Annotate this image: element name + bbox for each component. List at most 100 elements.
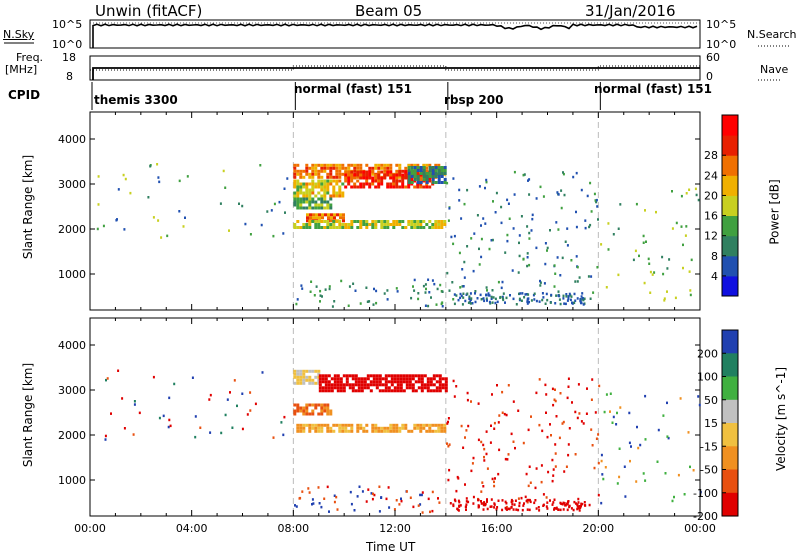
- region-cell-0-5: [377, 220, 381, 223]
- scatter-point-0-3: [685, 192, 688, 195]
- region-cell-0-6: [431, 166, 435, 169]
- scatter-point-0-0: [117, 188, 120, 191]
- region-cell-0-0: [317, 163, 321, 167]
- nsky-panel: [89, 19, 701, 49]
- scatter-point-0-2: [459, 296, 462, 300]
- region-cell-0-5: [443, 220, 447, 223]
- scatter-point-1-2: [465, 508, 467, 511]
- scatter-point-1-2: [572, 508, 575, 512]
- scatter-point-1-4: [365, 500, 368, 503]
- region-cell-0-0: [371, 172, 375, 176]
- scatter-point-1-2: [542, 504, 545, 507]
- region-cell-0-2: [335, 191, 339, 195]
- region-cell-1-1: [408, 380, 412, 384]
- scatter-point-1-4: [378, 485, 381, 488]
- scatter-point-1-1: [551, 387, 554, 391]
- scatter-point-0-2: [568, 292, 571, 296]
- scatter-point-0-2: [453, 293, 456, 296]
- region-cell-1-1: [405, 380, 409, 384]
- region-cell-1-3: [311, 426, 315, 430]
- scatter-point-0-4: [427, 304, 430, 308]
- region-cell-0-0: [332, 175, 336, 179]
- scatter-point-0-3: [607, 248, 610, 251]
- scatter-point-0-1: [560, 206, 563, 210]
- region-cell-0-0: [437, 163, 441, 167]
- region-cell-1-1: [441, 386, 445, 390]
- scatter-point-0-4: [427, 278, 430, 281]
- region-cell-0-1: [386, 173, 390, 177]
- scatter-point-0-2: [554, 302, 557, 305]
- scatter-point-1-1: [505, 413, 508, 417]
- scatter-point-1-1: [522, 441, 525, 445]
- region-cell-0-3: [296, 197, 300, 201]
- region-cell-0-1: [377, 173, 381, 177]
- scatter-point-0-2: [582, 303, 585, 306]
- region-cell-0-0: [395, 169, 399, 173]
- region-cell-0-3: [317, 197, 321, 201]
- scatter-point-1-3: [628, 411, 631, 415]
- scatter-point-1-2: [562, 508, 565, 511]
- scatter-point-0-1: [518, 241, 520, 245]
- scatter-point-1-1: [501, 411, 504, 414]
- scatter-point-0-1: [580, 188, 583, 192]
- region-cell-0-6: [425, 172, 429, 175]
- region-cell-0-6: [407, 169, 411, 172]
- scatter-point-1-1: [501, 390, 504, 394]
- region-cell-1-1: [357, 380, 361, 384]
- scatter-point-0-2: [582, 298, 585, 302]
- region-cell-0-6: [443, 181, 447, 184]
- region-cell-1-1: [318, 389, 322, 393]
- scatter-point-0-1: [566, 227, 569, 230]
- scatter-point-1-2: [568, 505, 571, 509]
- scatter-point-1-1: [578, 412, 581, 415]
- region-cell-0-1: [374, 185, 378, 189]
- region-cell-1-1: [417, 380, 421, 384]
- scatter-point-1-4: [431, 490, 434, 494]
- region-cell-1-1: [417, 377, 421, 381]
- scatter-point-1-4: [312, 502, 315, 505]
- region-cell-0-4: [306, 219, 309, 223]
- scatter-point-1-2: [472, 502, 475, 505]
- scatter-point-1-1: [563, 470, 566, 473]
- region-cell-0-2: [305, 188, 309, 192]
- region-cell-0-5: [335, 220, 339, 223]
- freq-tick-top: 18: [62, 51, 76, 64]
- scatter-point-0-3: [690, 258, 693, 262]
- scatter-point-0-4: [441, 305, 444, 308]
- scatter-point-0-3: [607, 222, 610, 225]
- region-cell-1-1: [327, 374, 331, 378]
- region-cell-1-1: [396, 389, 400, 393]
- region-cell-1-3: [335, 423, 339, 427]
- region-cell-0-0: [326, 172, 330, 176]
- scatter-point-0-3: [695, 193, 698, 197]
- region-cell-0-3: [320, 206, 324, 210]
- region-cell-0-4: [312, 216, 315, 220]
- scatter-point-1-3: [602, 477, 605, 481]
- region-cell-1-1: [336, 377, 340, 381]
- region-cell-0-0: [371, 166, 375, 170]
- region-cell-0-5: [314, 223, 318, 226]
- scatter-point-0-2: [462, 292, 465, 295]
- scatter-point-0-1: [539, 279, 541, 283]
- region-cell-1-1: [384, 380, 388, 384]
- scatter-point-1-1: [542, 493, 545, 496]
- region-cell-0-0: [329, 172, 333, 176]
- scatter-point-1-4: [417, 504, 420, 507]
- scatter-point-0-0: [222, 169, 225, 173]
- region-cell-0-4: [309, 216, 312, 220]
- region-cell-1-3: [320, 429, 324, 433]
- scatter-point-1-1: [554, 388, 556, 391]
- scatter-point-0-3: [635, 202, 638, 206]
- scatter-point-0-2: [546, 298, 549, 302]
- scatter-point-0-1: [480, 224, 482, 227]
- scatter-point-1-1: [551, 479, 554, 483]
- region-cell-1-3: [443, 429, 447, 433]
- scatter-point-0-3: [634, 249, 637, 253]
- region-cell-1-2: [302, 412, 306, 416]
- scatter-point-0-1: [526, 225, 529, 228]
- region-cell-0-5: [428, 226, 432, 229]
- region-cell-0-0: [293, 172, 297, 176]
- scatter-point-1-2: [486, 507, 489, 511]
- region-cell-0-5: [305, 226, 309, 229]
- scatter-point-0-2: [459, 292, 462, 296]
